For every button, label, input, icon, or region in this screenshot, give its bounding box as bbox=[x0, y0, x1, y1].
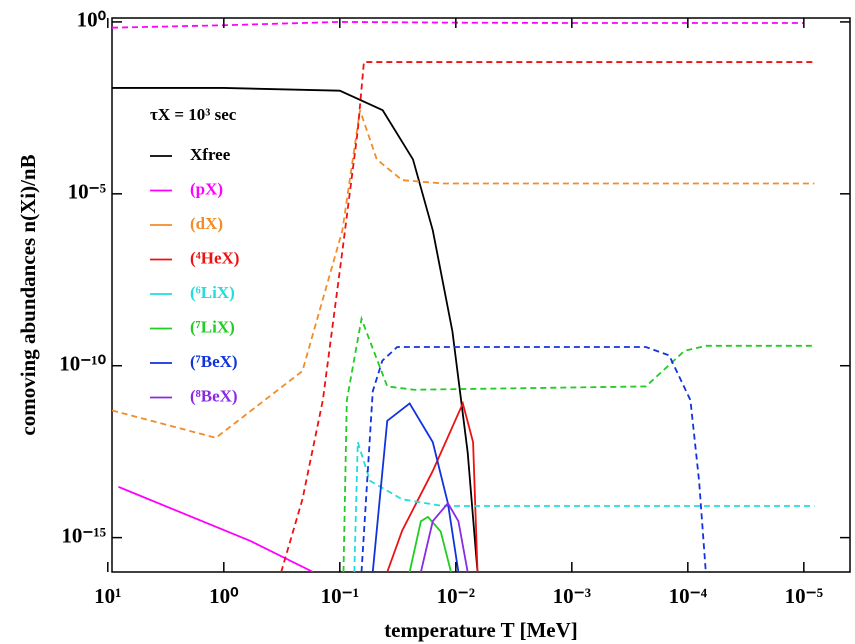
legend-label: Xfree bbox=[190, 145, 231, 164]
legend-label: (⁷LiX) bbox=[190, 317, 235, 336]
line bbox=[118, 486, 314, 572]
line bbox=[386, 400, 479, 572]
line bbox=[112, 87, 479, 572]
x-tick-label: 10¹ bbox=[94, 584, 121, 608]
legend-label: (⁸BeX) bbox=[190, 386, 238, 405]
plot-frame bbox=[111, 17, 851, 573]
x-tick-label: 10⁻⁵ bbox=[785, 584, 823, 608]
annotation: τX = 10³ sec bbox=[150, 105, 237, 124]
legend-label: (pX) bbox=[190, 179, 223, 198]
dashed-line bbox=[112, 109, 815, 439]
x-tick-label: 10⁰ bbox=[209, 584, 239, 608]
y-tick-label: 10⁰ bbox=[77, 8, 107, 32]
legend-label: (⁶LiX) bbox=[190, 283, 235, 302]
y-tick-label: 10⁻¹⁰ bbox=[59, 352, 106, 376]
legend-label: (⁷BeX) bbox=[190, 352, 238, 371]
dashed-line bbox=[342, 315, 815, 572]
line bbox=[371, 402, 460, 572]
x-tick-label: 10⁻³ bbox=[553, 584, 591, 608]
dashed-line bbox=[353, 441, 815, 572]
legend-label: (⁴HeX) bbox=[190, 248, 239, 267]
dashed-line bbox=[360, 346, 707, 572]
y-axis-label: comoving abundances n(Xi)/nB bbox=[16, 154, 40, 435]
dashed-line bbox=[112, 21, 804, 29]
line bbox=[420, 501, 469, 572]
y-tick-label: 10⁻⁵ bbox=[68, 180, 106, 204]
line bbox=[408, 515, 452, 572]
x-tick-label: 10⁻² bbox=[437, 584, 475, 608]
curves bbox=[112, 21, 815, 572]
legend-label: (dX) bbox=[190, 214, 223, 233]
x-axis-label: temperature T [MeV] bbox=[384, 618, 578, 642]
x-tick-label: 10⁻⁴ bbox=[669, 584, 708, 608]
dashed-line bbox=[280, 61, 815, 572]
x-tick-label: 10⁻¹ bbox=[321, 584, 359, 608]
y-tick-label: 10⁻¹⁵ bbox=[61, 523, 106, 547]
